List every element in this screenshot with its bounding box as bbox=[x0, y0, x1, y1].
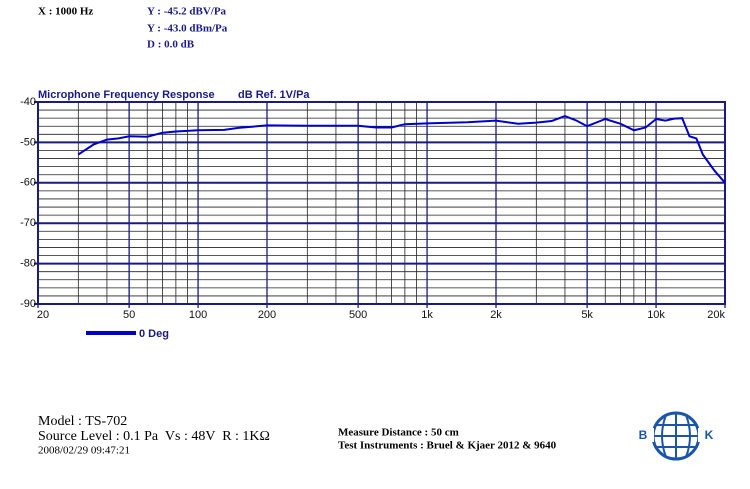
readout: Y : -43.0 dBm/Pa bbox=[147, 23, 228, 35]
readout: X : 1000 Hz bbox=[38, 6, 93, 18]
series-line bbox=[77, 115, 726, 184]
x-tick-label: 200 bbox=[258, 309, 276, 321]
logo: B K bbox=[632, 411, 720, 461]
footer-distance: Measure Distance : 50 cm bbox=[338, 427, 459, 439]
x-tick-label: 100 bbox=[189, 309, 207, 321]
chart-title: Microphone Frequency Response bbox=[38, 89, 215, 101]
footer-date: 2008/02/29 09:47:21 bbox=[38, 445, 130, 457]
logo-letter: K bbox=[705, 428, 714, 442]
y-tick-label: -60 bbox=[20, 177, 36, 189]
x-tick-label: 5k bbox=[581, 309, 593, 321]
logo-bg bbox=[632, 428, 654, 442]
readout: D : 0.0 dB bbox=[147, 39, 195, 51]
y-tick-label: -90 bbox=[20, 298, 36, 310]
footer-instruments: Test Instruments : Bruel & Kjaer 2012 & … bbox=[338, 440, 557, 452]
footer-source: Source Level : 0.1 Pa Vs : 48V R : 1KΩ bbox=[38, 429, 270, 444]
logo-bg bbox=[698, 428, 720, 442]
readout: Y : -45.2 dBV/Pa bbox=[147, 6, 227, 18]
x-tick-label: 2k bbox=[490, 309, 502, 321]
x-tick-label: 20k bbox=[707, 309, 725, 321]
y-tick-label: -80 bbox=[20, 258, 36, 270]
y-tick-label: -70 bbox=[20, 217, 36, 229]
legend-label: 0 Deg bbox=[139, 328, 169, 340]
y-tick-label: -40 bbox=[20, 96, 36, 108]
chart-subtitle: dB Ref. 1V/Pa bbox=[238, 89, 310, 101]
y-tick-label: -50 bbox=[20, 136, 36, 148]
plot-frame bbox=[37, 101, 726, 305]
logo-letter: B bbox=[639, 428, 648, 442]
footer-model: Model : TS-702 bbox=[38, 414, 127, 429]
x-tick-label: 10k bbox=[647, 309, 665, 321]
logo-grid bbox=[653, 413, 699, 459]
x-tick-label: 500 bbox=[349, 309, 367, 321]
x-tick-label: 1k bbox=[421, 309, 433, 321]
x-tick-label: 50 bbox=[123, 309, 135, 321]
x-tick-label: 20 bbox=[37, 309, 49, 321]
